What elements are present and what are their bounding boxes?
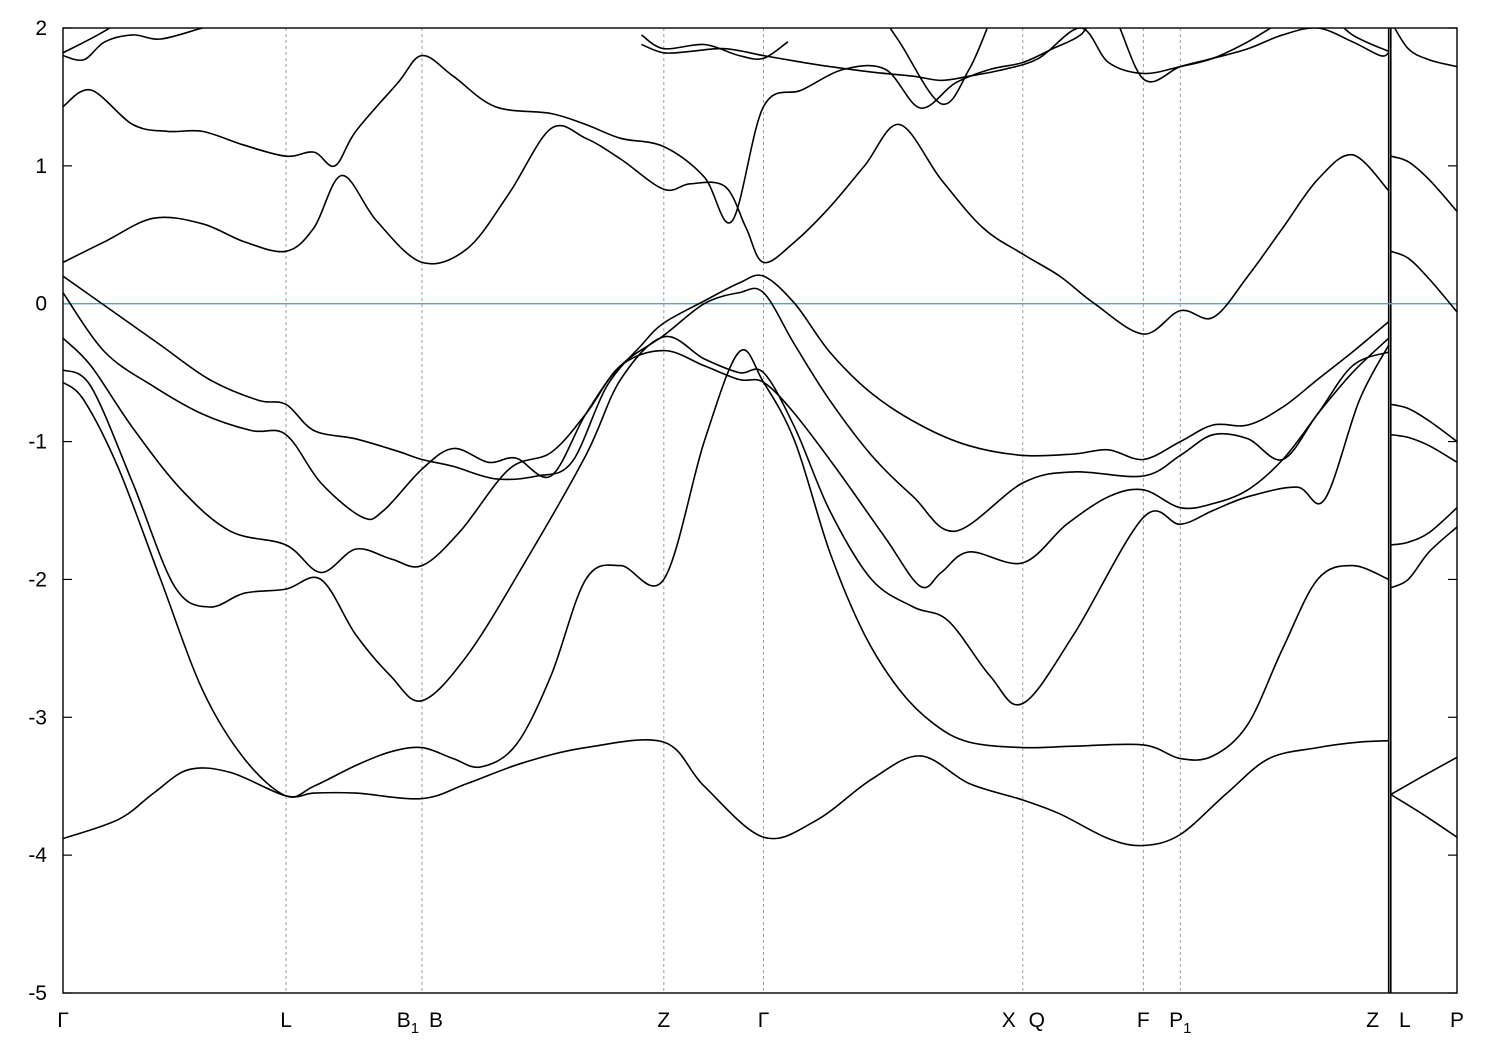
band-line-18 [1390, 403, 1457, 443]
band-line-9 [63, 28, 112, 54]
band-line-15 [1390, 526, 1457, 589]
band-line-7 [63, 28, 1390, 224]
k-point-label-3: Z [657, 1009, 670, 1032]
band-line-3 [63, 337, 1389, 589]
band-line-20 [1390, 155, 1457, 212]
k-point-labels: Γ L B1 B Z Γ X Q F P1 Z L P [57, 1009, 1464, 1037]
y-tick-marks [63, 27, 1457, 994]
k-point-label-5: X [1002, 1009, 1016, 1032]
band-line-0 [63, 739, 1389, 847]
y-tick-label: -3 [28, 706, 47, 729]
band-line-13 [1390, 793, 1457, 838]
k-point-label-0: Γ [57, 1009, 69, 1032]
k-point-label-2-b: B [429, 1009, 443, 1032]
band-line-21 [1393, 28, 1457, 68]
y-tick-label: 2 [35, 17, 47, 40]
k-point-label-5-b: Q [1029, 1009, 1045, 1032]
y-tick-label: -2 [28, 568, 47, 591]
band-line-16 [1390, 507, 1457, 546]
band-line-8 [63, 28, 206, 62]
band-line-19 [1390, 250, 1457, 313]
k-point-label-9: L [1399, 1009, 1411, 1032]
y-tick-labels: 2 1 0 -1 -2 -3 -4 -5 [28, 17, 47, 1005]
y-tick-label: 1 [35, 155, 47, 178]
band-line-6 [63, 123, 1390, 335]
k-point-label-8: Z [1366, 1009, 1379, 1032]
bands [63, 28, 1457, 847]
y-tick-label: 0 [35, 293, 47, 316]
band-line-17 [1390, 433, 1457, 463]
band-line-1 [63, 349, 1390, 798]
band-line-12 [889, 28, 989, 106]
k-point-label-2: B1 [397, 1009, 419, 1037]
y-tick-label: -1 [28, 431, 47, 454]
k-point-label-4: Γ [758, 1009, 770, 1032]
band-line-5 [63, 274, 1390, 481]
band-line-14 [1390, 756, 1457, 796]
band-line-4 [63, 287, 1390, 533]
high-symmetry-lines [285, 28, 1392, 993]
y-tick-label: -5 [28, 982, 47, 1005]
k-point-label-10: P [1450, 1009, 1464, 1032]
y-tick-label: -4 [28, 844, 47, 867]
plot-frame [62, 27, 1458, 994]
band-line-2 [63, 335, 1390, 706]
k-point-label-6: F [1137, 1009, 1150, 1032]
k-point-label-1: L [280, 1009, 292, 1032]
band-line-10 [641, 28, 1390, 82]
band-line-11 [641, 34, 789, 60]
k-point-label-7: P1 [1169, 1009, 1191, 1037]
